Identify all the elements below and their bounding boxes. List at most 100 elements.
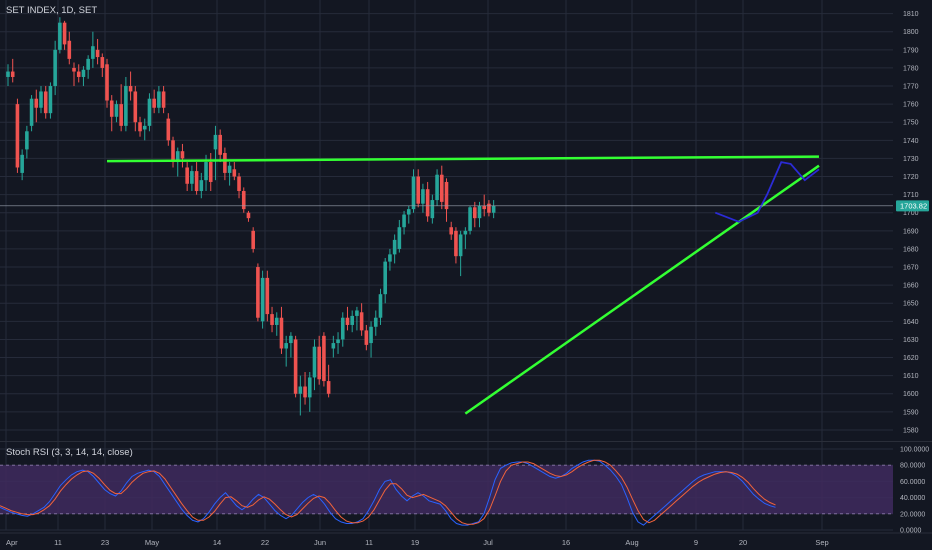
stoch-rsi-title: Stoch RSI (3, 3, 14, 14, close): [6, 447, 133, 458]
candle-body: [147, 98, 152, 126]
candle: [435, 169, 439, 206]
candle-body: [58, 22, 62, 50]
price-axis[interactable]: 1580 1590 1600 1610 1620 1630 1640 1650 1660 1670…: [893, 0, 932, 441]
candle-body: [124, 86, 128, 126]
candle: [171, 136, 175, 168]
candle-body: [416, 176, 421, 204]
candle: [378, 288, 383, 325]
candle: [463, 227, 468, 249]
price-tick-label: 1790: [903, 47, 919, 54]
stoch-k-line: [0, 459, 776, 526]
candle-body: [430, 200, 435, 219]
candle-body: [449, 227, 454, 235]
candle-body: [190, 171, 194, 184]
candle: [124, 76, 128, 132]
candle: [175, 147, 180, 177]
price-tick-label: 1770: [903, 84, 919, 91]
price-tick-label: 1700: [903, 210, 919, 217]
candle: [256, 263, 260, 322]
rsi-tick-label: 40.0000: [900, 495, 925, 502]
candle: [95, 38, 100, 65]
price-tick-label: 1760: [903, 102, 919, 109]
rsi-tick-label: 100.0000: [900, 447, 929, 454]
candle: [6, 64, 10, 87]
candle: [350, 310, 354, 333]
candle: [39, 86, 43, 114]
candle: [147, 93, 152, 132]
candle-body: [378, 294, 383, 318]
candle: [279, 306, 284, 354]
price-tick-label: 1650: [903, 301, 919, 308]
time-axis[interactable]: Apr 11 23 May 14 22 Jun 11 19 Jul 16 Aug 9 20 Sep: [0, 532, 932, 550]
time-tick-label: 22: [261, 538, 269, 547]
candle: [251, 227, 255, 253]
candle-body: [67, 40, 72, 59]
candle-body: [458, 234, 463, 257]
candle: [487, 200, 491, 217]
price-tick-label: 1600: [903, 391, 919, 398]
time-tick-label: 11: [54, 538, 62, 547]
candle-body: [223, 153, 227, 173]
candle: [317, 335, 321, 385]
candle-body: [298, 386, 303, 394]
candle-body: [95, 49, 100, 58]
candle: [91, 31, 95, 68]
candle-body: [421, 189, 425, 204]
candle-body: [369, 326, 373, 344]
candle: [157, 86, 161, 114]
candle: [284, 335, 288, 367]
candle: [133, 86, 138, 132]
candle: [482, 194, 487, 217]
candle: [397, 219, 402, 253]
candle: [15, 98, 20, 173]
candle: [388, 248, 392, 271]
time-tick-label: Sep: [815, 538, 828, 547]
candle: [185, 162, 189, 192]
candle: [241, 187, 246, 213]
price-tick-label: 1590: [903, 409, 919, 416]
candle-body: [331, 343, 336, 349]
candle-body: [208, 162, 213, 182]
price-axis-background: [893, 0, 932, 441]
candle-body: [232, 169, 237, 177]
price-tick-label: 1810: [903, 11, 919, 18]
candle: [425, 181, 430, 222]
candle: [180, 143, 185, 168]
resistance-line[interactable]: [107, 155, 819, 163]
candle-body: [303, 386, 307, 398]
projection-path[interactable]: [714, 161, 820, 223]
candle: [411, 169, 416, 213]
price-tick-label: 1720: [903, 174, 919, 181]
symbol-title: SET INDEX, 1D, SET: [6, 5, 97, 16]
candle: [53, 40, 57, 96]
candle: [213, 125, 218, 181]
candle: [454, 227, 458, 264]
price-tick-label: 1740: [903, 138, 919, 145]
candle: [345, 306, 350, 331]
candle-body: [76, 71, 81, 77]
candle-body: [138, 122, 142, 132]
candle-body: [355, 310, 359, 316]
time-tick-label: Jul: [483, 538, 493, 547]
candle-body: [72, 67, 76, 72]
rsi-tick-label: 80.0000: [900, 463, 925, 470]
candle-body: [43, 91, 48, 114]
candle-body: [194, 171, 199, 192]
candle-body: [81, 69, 86, 77]
candle: [270, 306, 274, 333]
candle: [29, 95, 34, 132]
candle-body: [411, 176, 416, 210]
candle: [194, 162, 199, 195]
drawing-annotations[interactable]: [0, 155, 893, 415]
candle: [359, 303, 364, 336]
candle: [199, 172, 204, 199]
time-tick-label: 19: [411, 538, 419, 547]
candle: [383, 257, 387, 304]
candle-body: [29, 98, 34, 126]
candle-body: [185, 167, 189, 184]
candle-body: [128, 86, 133, 92]
time-tick-label: 9: [694, 538, 698, 547]
candle: [43, 86, 48, 119]
